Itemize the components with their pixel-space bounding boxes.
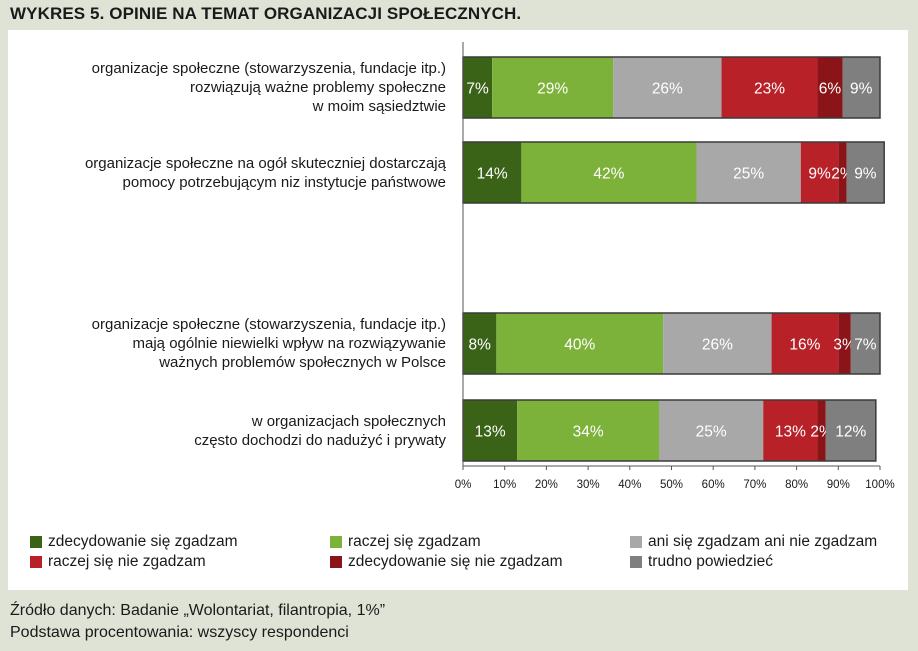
data-label: 26% <box>652 81 683 98</box>
legend-label: zdecydowanie się zgadzam <box>48 533 238 550</box>
x-tick-label: 80% <box>785 479 808 491</box>
bar-segment <box>463 57 493 118</box>
x-tick-label: 90% <box>827 479 850 491</box>
bar-segment <box>663 313 772 374</box>
data-label: 14% <box>477 166 508 183</box>
bar-segment <box>696 142 801 203</box>
bar-segment <box>521 142 697 203</box>
x-tick-label: 10% <box>493 479 516 491</box>
bar-segment <box>817 400 826 461</box>
bar-segment <box>846 142 885 203</box>
legend-item: ani się zgadzam ani nie zgadzam <box>630 533 877 551</box>
data-label: 13% <box>775 424 806 441</box>
bar-segment <box>817 57 843 118</box>
legend-swatch <box>330 556 342 568</box>
data-label: 13% <box>475 424 506 441</box>
bar-segment <box>838 313 851 374</box>
data-label: 7% <box>854 337 877 354</box>
legend-label: zdecydowanie się nie zgadzam <box>348 553 563 570</box>
bar-segment <box>463 400 518 461</box>
legend-item: zdecydowanie się zgadzam <box>30 533 238 551</box>
data-label: 8% <box>468 337 491 354</box>
chart-panel: 7% 29% 26% 23% 6% 9% 14% 42% 25% 9% 2% 9% 8% 40% 26% 16… <box>8 30 908 590</box>
legend-label: raczej się zgadzam <box>348 533 481 550</box>
data-label: 9% <box>808 166 831 183</box>
data-label: 42% <box>593 166 624 183</box>
data-label: 25% <box>733 166 764 183</box>
bar-segment <box>763 400 818 461</box>
base-note: Podstawa procentowania: wszyscy responde… <box>10 624 349 641</box>
x-tick-label: 70% <box>743 479 766 491</box>
data-label: 6% <box>819 81 842 98</box>
x-tick-label: 100% <box>865 479 894 491</box>
x-tick-label: 60% <box>702 479 725 491</box>
data-label: 34% <box>573 424 604 441</box>
bar-segment <box>517 400 659 461</box>
bar-segment <box>492 57 614 118</box>
x-tick-label: 30% <box>577 479 600 491</box>
data-label: 16% <box>789 337 820 354</box>
data-label: 26% <box>702 337 733 354</box>
legend-item: raczej się zgadzam <box>330 533 481 551</box>
bar-segment <box>496 313 664 374</box>
x-tick-label: 50% <box>660 479 683 491</box>
bar-segment <box>613 57 722 118</box>
legend-label: trudno powiedzieć <box>648 553 773 570</box>
data-label: 7% <box>466 81 489 98</box>
legend-item: trudno powiedzieć <box>630 553 773 571</box>
data-label: 12% <box>835 424 866 441</box>
notes: Źródło danych: Badanie „Wolontariat, fil… <box>10 600 385 644</box>
legend-label: raczej się nie zgadzam <box>48 553 206 570</box>
bar-segment <box>850 313 880 374</box>
stacked-bar-chart: 7% 29% 26% 23% 6% 9%14% 42% 25% 9% 2% 9%8% 40% 26% 16… <box>455 42 895 491</box>
legend-swatch <box>30 536 42 548</box>
x-tick-label: 20% <box>535 479 558 491</box>
category-label: organizacje społeczne (stowarzyszenia, f… <box>91 316 446 371</box>
x-tick-label: 40% <box>618 479 641 491</box>
data-label: 9% <box>854 166 877 183</box>
data-label: 29% <box>537 81 568 98</box>
category-label: w organizacjach społecznych często dochod… <box>194 412 446 449</box>
legend-swatch <box>30 556 42 568</box>
bar-segment <box>825 400 876 461</box>
source-note: Źródło danych: Badanie „Wolontariat, fil… <box>10 602 386 619</box>
data-label: 23% <box>754 81 785 98</box>
legend-swatch <box>630 536 642 548</box>
legend-item: raczej się nie zgadzam <box>30 553 206 571</box>
bar-segment <box>463 313 497 374</box>
category-label: organizacje społeczne na ogół skutecznie… <box>84 154 446 191</box>
chart-title: WYKRES 5. OPINIE NA TEMAT ORGANIZACJI SP… <box>10 4 522 23</box>
data-label: 40% <box>564 337 595 354</box>
bar-segment <box>771 313 839 374</box>
bar-segment <box>721 57 818 118</box>
bar-segment <box>838 142 847 203</box>
legend-swatch <box>330 536 342 548</box>
legend-swatch <box>630 556 642 568</box>
bar-segment <box>658 400 764 461</box>
data-label: 9% <box>850 81 873 98</box>
x-tick-label: 0% <box>455 479 472 491</box>
legend-item: zdecydowanie się nie zgadzam <box>330 553 563 571</box>
bar-segment <box>463 142 522 203</box>
bar-segment <box>800 142 839 203</box>
legend-label: ani się zgadzam ani nie zgadzam <box>648 533 878 550</box>
data-label: 3% <box>833 337 856 354</box>
category-label: organizacje społeczne (stowarzyszenia, f… <box>91 60 446 115</box>
data-label: 25% <box>696 424 727 441</box>
bar-segment <box>842 57 880 118</box>
